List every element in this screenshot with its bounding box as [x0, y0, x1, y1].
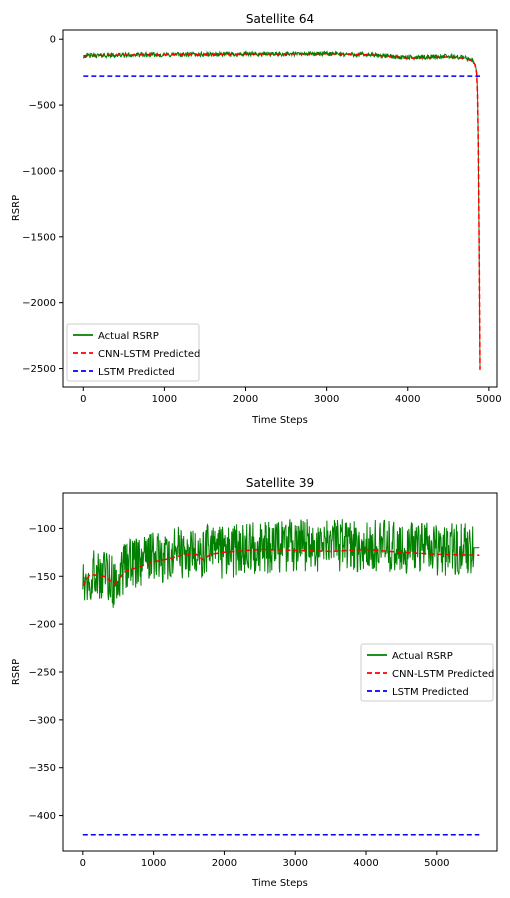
x-tick-label: 4000 [395, 394, 420, 405]
y-tick-label: −350 [29, 763, 56, 774]
y-tick-label: −250 [29, 668, 56, 679]
y-tick-label: −2000 [22, 298, 56, 309]
y-tick-label: 0 [50, 35, 56, 46]
y-tick-label: −150 [29, 572, 56, 583]
x-tick-label: 5000 [476, 394, 501, 405]
x-tick-label: 1000 [141, 858, 166, 869]
series-line-actual-rsrp [82, 50, 481, 366]
y-axis-label: RSRP [11, 195, 22, 221]
x-tick-label: 0 [80, 394, 86, 405]
x-tick-label: 3000 [282, 858, 307, 869]
y-tick-label: −1000 [22, 166, 56, 177]
legend: Actual RSRP CNN-LSTM Predicted LSTM Pred… [360, 643, 494, 702]
x-axis-label: Time Steps [251, 415, 308, 426]
x-tick-label: 3000 [314, 394, 339, 405]
series-line-cnn-lstm-predicted [83, 52, 481, 370]
y-tick-label: −200 [29, 620, 56, 631]
y-tick-label: −300 [29, 715, 56, 726]
y-tick-label: −100 [29, 524, 56, 535]
chart-title: Satellite 64 [246, 12, 314, 26]
chart-satellite-64: Satellite 64 0 1000 2000 3000 4000 5000 0 −500 −… [11, 12, 502, 426]
legend-label-cnn-lstm: CNN-LSTM Predicted [98, 349, 200, 360]
x-tick-label: 2000 [233, 394, 258, 405]
x-tick-label: 0 [80, 858, 86, 869]
plot-frame [62, 29, 498, 388]
x-tick-label: 2000 [212, 858, 237, 869]
x-tick-label: 1000 [152, 394, 177, 405]
y-axis-label: RSRP [11, 659, 22, 685]
legend-label-lstm: LSTM Predicted [392, 687, 469, 698]
y-tick-label: −500 [29, 101, 56, 112]
x-tick-label: 4000 [353, 858, 378, 869]
y-tick-label: −400 [29, 811, 56, 822]
legend-label-actual-rsrp: Actual RSRP [98, 331, 159, 342]
legend-label-actual-rsrp: Actual RSRP [392, 651, 453, 662]
series-line-cnn-lstm-predicted [82, 548, 480, 587]
y-tick-label: −2500 [22, 364, 56, 375]
legend-label-cnn-lstm: CNN-LSTM Predicted [392, 669, 494, 680]
legend-box [66, 323, 200, 382]
y-tick-label: −1500 [22, 232, 56, 243]
chart-title: Satellite 39 [246, 476, 314, 490]
chart-satellite-39: Satellite 39 0 1000 2000 3000 4000 5000 −100 −1… [11, 476, 498, 889]
legend-box [360, 643, 494, 702]
x-axis-label: Time Steps [251, 878, 308, 889]
x-tick-label: 5000 [424, 858, 449, 869]
series-line-actual-rsrp [82, 519, 480, 608]
legend-label-lstm: LSTM Predicted [98, 367, 175, 378]
legend: Actual RSRP CNN-LSTM Predicted LSTM Pred… [66, 323, 200, 382]
